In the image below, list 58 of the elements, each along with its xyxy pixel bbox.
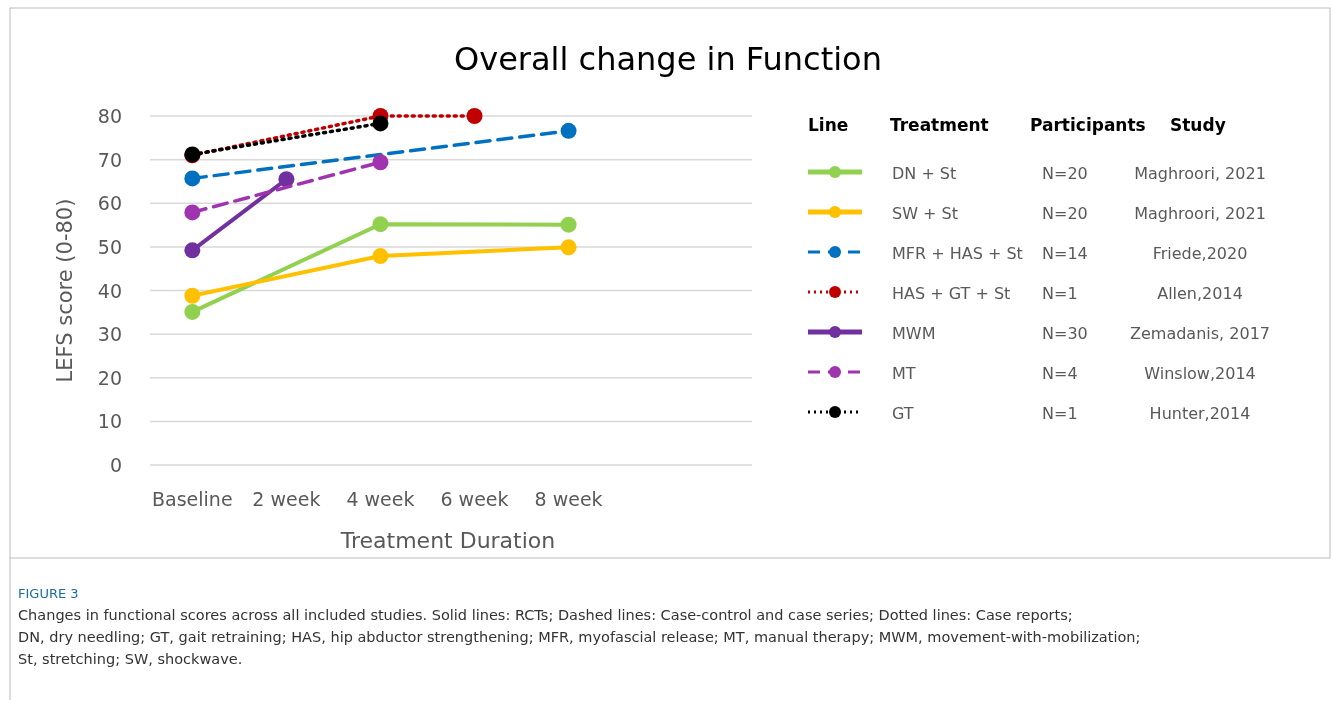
y-tick-label: 80 — [97, 105, 122, 127]
legend-label: MT — [892, 364, 916, 383]
y-tick-label: 10 — [97, 410, 122, 433]
point — [184, 204, 201, 221]
text: N=1 — [1042, 404, 1078, 423]
legend-label: GT — [892, 404, 914, 423]
legend-label: SW + St — [892, 204, 958, 223]
text: Study — [1170, 115, 1226, 135]
text: N=20 — [1042, 204, 1088, 223]
point — [372, 154, 389, 171]
point — [372, 216, 389, 233]
text: N=4 — [1042, 364, 1078, 383]
text: Maghroori, 2021 — [1134, 204, 1266, 223]
text: Treatment — [890, 115, 989, 135]
text: Allen,2014 — [1157, 284, 1243, 303]
x-axis-title: Treatment Duration — [339, 528, 556, 553]
point — [184, 170, 201, 187]
point — [184, 242, 201, 259]
text: Winslow,2014 — [1144, 364, 1256, 383]
text: Hunter,2014 — [1149, 404, 1251, 423]
y-tick-label: 40 — [97, 279, 122, 302]
text: Zemadanis, 2017 — [1130, 324, 1270, 343]
x-tick-label: 4 week — [346, 488, 415, 510]
caption: FIGURE 3 — [18, 586, 79, 601]
y-tick-label: 70 — [97, 148, 122, 171]
point — [372, 115, 389, 132]
point — [466, 108, 483, 124]
legend-label: HAS + GT + St — [892, 284, 1011, 303]
text: N=30 — [1042, 324, 1088, 343]
y-tick-label: 60 — [97, 192, 122, 215]
point — [372, 248, 389, 265]
text: Changes in functional scores across all included studies. Solid lines: RCTs; Dashed lines: Case-control and case series; Dotted lines: Case reports; DN, dry needling; GT, gait retraining; HAS, hip abductor strengthening; MFR, myofascial release; MT, manual therapy; MWM, movement-with-mobilization; St, stretching; SW, shockwave. — [18, 607, 1141, 667]
point — [560, 216, 577, 233]
text: N=20 — [1042, 164, 1088, 183]
x-tick-label: Baseline — [152, 488, 233, 510]
text: Friede,2020 — [1152, 244, 1248, 263]
point — [560, 239, 577, 256]
point — [184, 287, 201, 304]
text: N=14 — [1042, 244, 1088, 263]
x-tick-label: 6 week — [440, 488, 509, 510]
point — [560, 122, 577, 139]
x-tick-label: 8 week — [534, 488, 603, 510]
y-axis-title: LEFS score (0-80) — [53, 198, 77, 383]
legend-label: DN + St — [892, 164, 957, 183]
y-tick-label: 0 — [109, 454, 122, 476]
text: N=1 — [1042, 284, 1078, 303]
point — [278, 171, 295, 188]
text: Line — [808, 115, 849, 135]
chart-title: Overall change in Function — [454, 40, 882, 78]
legend-label: MFR + HAS + St — [892, 244, 1023, 263]
text: Participants — [1030, 115, 1146, 135]
y-tick-label: 30 — [97, 323, 122, 346]
y-tick-label: 20 — [97, 366, 122, 389]
text: Maghroori, 2021 — [1134, 164, 1266, 183]
y-tick-label: 50 — [97, 235, 122, 258]
x-tick-label: 2 week — [252, 488, 321, 510]
point — [184, 303, 201, 320]
legend-label: MWM — [892, 324, 936, 343]
